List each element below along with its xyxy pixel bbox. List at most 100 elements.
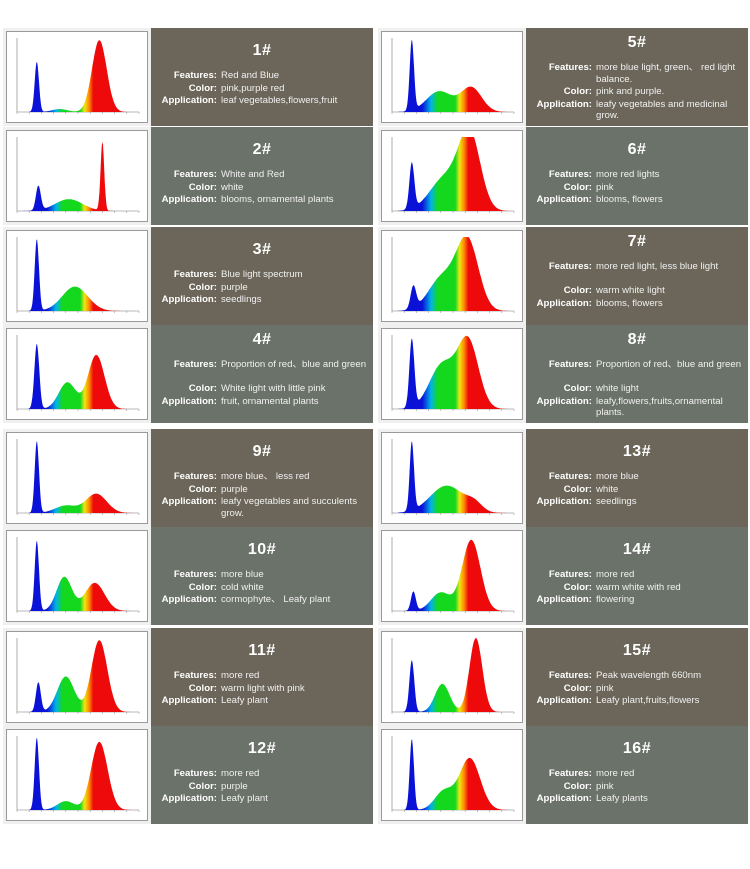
spectrum-card: 2# Features: White and Red Color: white Appli… — [3, 127, 373, 225]
application-label: Application: — [161, 294, 217, 305]
spec-info-panel: 6# Features: more red lights Color: pink Appl… — [526, 127, 748, 225]
features-label: Features: — [173, 169, 217, 180]
color-label: Color: — [563, 86, 592, 97]
color-label: Color: — [188, 82, 217, 94]
color-value: purple — [221, 483, 248, 495]
color-label: Color: — [188, 281, 217, 293]
spectrum-chart — [381, 230, 523, 322]
application-label: Application: — [161, 194, 217, 205]
spectrum-number: 5# — [627, 34, 647, 51]
features-value: Red and Blue — [221, 70, 280, 81]
color-value: cold white — [221, 581, 264, 593]
spectrum-area — [23, 40, 133, 113]
spectrum-card: 15# Features: Peak wavelength 660nm Color: p… — [378, 628, 748, 726]
spectrum-area — [398, 237, 508, 311]
color-label: Color: — [188, 181, 217, 193]
spectrum-number: 16# — [622, 740, 652, 757]
spectrum-card: 5# Features: more blue light, green、 red l… — [378, 28, 748, 126]
features-value: more red — [596, 569, 635, 580]
features-value: more red — [221, 768, 260, 779]
application-value: blooms, flowers — [596, 297, 663, 309]
spectrum-svg — [16, 638, 140, 714]
color-value: pink — [596, 780, 614, 792]
color-value: pink and purple. — [596, 86, 665, 97]
application-value: seedlings — [596, 496, 637, 507]
application-value: leaf vegetables,flowers,fruit — [221, 95, 338, 106]
spectrum-svg — [391, 736, 515, 812]
spectrum-card: 14# Features: more red Color: warm white wit… — [378, 527, 748, 625]
spectrum-area — [398, 137, 508, 211]
application-value: blooms, ornamental plants — [221, 194, 334, 205]
application-value: seedlings — [221, 294, 262, 305]
application-value: fruit, ornamental plants — [221, 395, 319, 407]
spectrum-number: 8# — [627, 331, 647, 348]
spectrum-chart — [6, 432, 148, 524]
color-label: Color: — [188, 383, 217, 394]
application-label: Application: — [161, 496, 217, 507]
spectrum-chart — [381, 31, 523, 123]
spec-info-panel: 8# Features: Proportion of red、blue and gr… — [526, 325, 748, 423]
spectrum-svg — [391, 137, 515, 213]
spectrum-area — [398, 539, 508, 611]
features-label: Features: — [548, 768, 592, 779]
spectrum-card: 3# Features: Blue light spectrum Color: purp… — [3, 227, 373, 325]
spectrum-card: 11# Features: more red Color: warm light wit… — [3, 628, 373, 726]
spectrum-chart — [381, 130, 523, 222]
spectrum-number: 10# — [247, 541, 277, 558]
application-value: Leafy plant — [221, 793, 268, 804]
features-value: more red lights — [596, 169, 660, 180]
spectrum-svg — [16, 237, 140, 313]
application-label: Application: — [536, 793, 592, 804]
spectrum-number: 1# — [252, 42, 272, 59]
spectrum-svg — [391, 537, 515, 613]
spectrum-svg — [391, 439, 515, 515]
spectrum-chart — [381, 328, 523, 420]
application-value: blooms, flowers — [596, 194, 663, 205]
features-value: Peak wavelength 660nm — [596, 670, 702, 681]
color-label: Color: — [563, 181, 592, 193]
features-value: more blue、 less red — [221, 471, 310, 482]
spectrum-number: 4# — [252, 331, 272, 348]
spec-info-panel: 15# Features: Peak wavelength 660nm Color: p… — [526, 628, 748, 726]
application-value: leafy,flowers,fruits,ornamental plants. — [596, 395, 723, 419]
spectrum-card: 1# Features: Red and Blue Color: pink,purple… — [3, 28, 373, 126]
spectrum-svg — [16, 38, 140, 114]
features-label: Features: — [548, 359, 592, 370]
spectrum-area — [398, 739, 508, 810]
spectrum-chart — [6, 130, 148, 222]
features-value: more red light, less blue light — [596, 261, 719, 272]
features-label: Features: — [173, 269, 217, 280]
features-value: more red — [221, 670, 260, 681]
spec-info-panel: 12# Features: more red Color: purple Applicat… — [151, 726, 373, 824]
color-value: pink — [596, 682, 614, 694]
spec-info-panel: 4# Features: Proportion of red、blue and gr… — [151, 325, 373, 423]
spec-info-panel: 13# Features: more blue Color: white Applicat… — [526, 429, 748, 527]
spectrum-svg — [16, 335, 140, 411]
spec-info-panel: 10# Features: more blue Color: cold white App… — [151, 527, 373, 625]
application-label: Application: — [161, 793, 217, 804]
spectrum-card: 13# Features: more blue Color: white Applicat… — [378, 429, 748, 527]
spectrum-chart — [381, 530, 523, 622]
spectrum-svg — [391, 638, 515, 714]
spectrum-chart — [381, 729, 523, 821]
application-value: flowering — [596, 594, 635, 605]
application-label: Application: — [536, 695, 592, 706]
spectrum-number: 7# — [627, 233, 647, 250]
spectrum-card: 8# Features: Proportion of red、blue and gr… — [378, 325, 748, 423]
spec-info-panel: 14# Features: more red Color: warm white wit… — [526, 527, 748, 625]
color-label: Color: — [563, 682, 592, 694]
application-label: Application: — [536, 194, 592, 205]
spectrum-area — [398, 40, 508, 113]
color-label: Color: — [563, 780, 592, 792]
spectrum-card: 12# Features: more red Color: purple Applicat… — [3, 726, 373, 824]
spectrum-number: 2# — [252, 141, 272, 158]
color-label: Color: — [563, 483, 592, 495]
color-value: warm white with red — [596, 581, 681, 593]
spec-info-panel: 1# Features: Red and Blue Color: pink,purple… — [151, 28, 373, 126]
spectrum-area — [23, 441, 133, 513]
spectrum-svg — [391, 237, 515, 313]
spectrum-number: 3# — [252, 241, 272, 258]
spectrum-number: 11# — [248, 642, 276, 659]
spectrum-area — [23, 239, 133, 311]
features-label: Features: — [173, 569, 217, 580]
